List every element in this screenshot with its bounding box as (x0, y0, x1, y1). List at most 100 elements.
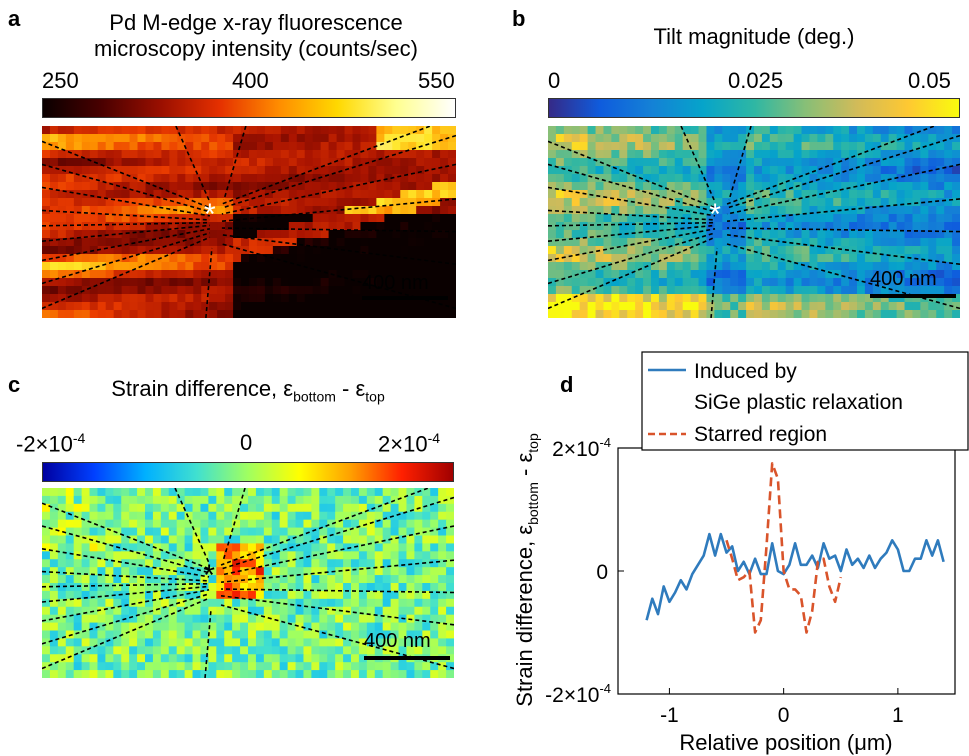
map-pixel (666, 214, 676, 223)
map-pixel (105, 583, 114, 592)
axis-label-text: Strain difference, ε (512, 525, 537, 707)
map-pixel (880, 134, 890, 143)
map-pixel (406, 646, 415, 655)
map-pixel (73, 654, 83, 663)
map-pixel (864, 302, 874, 311)
map-pixel (264, 142, 274, 151)
map-pixel (255, 654, 265, 663)
map-pixel (351, 488, 360, 497)
map-pixel (769, 294, 779, 303)
map-pixel (263, 511, 273, 521)
map-pixel (137, 174, 147, 183)
map-pixel (587, 206, 597, 215)
map-pixel (113, 503, 122, 513)
map-pixel (216, 535, 225, 545)
map-pixel (611, 206, 620, 215)
map-pixel (651, 310, 660, 318)
map-pixel (448, 142, 456, 151)
map-pixel (682, 198, 692, 207)
map-pixel (81, 126, 91, 135)
map-pixel (928, 262, 937, 271)
map-pixel (217, 134, 226, 143)
map-pixel (579, 254, 589, 263)
map-pixel (65, 254, 75, 263)
map-pixel (872, 254, 882, 263)
map-pixel (295, 622, 305, 632)
map-pixel (241, 238, 250, 247)
map-pixel (42, 190, 51, 199)
map-pixel (224, 654, 233, 663)
map-pixel (841, 142, 850, 151)
map-pixel (801, 134, 811, 143)
map-pixel (287, 614, 297, 624)
map-pixel (217, 286, 226, 295)
map-pixel (352, 262, 362, 271)
map-pixel (358, 590, 368, 600)
map-pixel (248, 590, 257, 600)
map-pixel (320, 310, 330, 318)
map-pixel (366, 519, 376, 529)
map-pixel (408, 134, 417, 143)
map-pixel (430, 527, 439, 537)
map-pixel (761, 270, 771, 279)
map-pixel (145, 662, 154, 671)
map-pixel (344, 190, 354, 199)
map-pixel (57, 503, 67, 513)
map-pixel (777, 206, 787, 215)
map-pixel (312, 270, 322, 279)
map-pixel (233, 174, 242, 183)
map-pixel (113, 214, 123, 223)
map-pixel (145, 535, 154, 545)
map-pixel (936, 206, 945, 215)
map-pixel (738, 238, 747, 247)
map-pixel (793, 126, 803, 135)
map-pixel (904, 294, 914, 303)
map-pixel (320, 214, 330, 223)
map-pixel (280, 158, 290, 167)
map-pixel (400, 214, 409, 223)
map-pixel (105, 606, 114, 616)
map-pixel (714, 142, 723, 151)
map-pixel (722, 190, 731, 199)
map-pixel (121, 174, 131, 183)
map-pixel (343, 495, 352, 505)
map-pixel (263, 646, 273, 655)
map-pixel (129, 662, 138, 671)
map-pixel (358, 559, 368, 568)
colorbar (42, 462, 454, 482)
map-pixel (57, 190, 67, 199)
colorbar-tick: 2×10-4 (378, 430, 440, 457)
map-pixel (303, 559, 312, 568)
map-pixel (952, 222, 960, 231)
map-pixel (216, 622, 225, 632)
map-pixel (738, 222, 747, 231)
map-pixel (89, 262, 99, 271)
dislocation-line (42, 525, 210, 574)
map-pixel (793, 190, 803, 199)
map-pixel (690, 174, 700, 183)
map-pixel (137, 142, 147, 151)
map-pixel (225, 262, 234, 271)
map-pixel (563, 262, 573, 271)
map-pixel (320, 126, 330, 135)
map-pixel (160, 646, 170, 655)
map-pixel (89, 511, 99, 521)
map-pixel (754, 238, 763, 247)
map-pixel (374, 567, 384, 576)
map-pixel (137, 559, 146, 568)
map-pixel (408, 174, 417, 183)
map-pixel (351, 638, 360, 647)
map-pixel (658, 198, 668, 207)
map-pixel (280, 190, 290, 199)
colorbar-tick: 0 (548, 68, 561, 93)
map-pixel (343, 527, 352, 537)
map-pixel (249, 174, 258, 183)
map-pixel (168, 614, 178, 624)
map-pixel (217, 126, 226, 135)
map-pixel (416, 222, 425, 231)
map-pixel (233, 262, 242, 271)
map-pixel (555, 222, 565, 231)
strain-map: * (42, 488, 454, 678)
map-pixel (643, 182, 652, 191)
map-pixel (579, 278, 589, 287)
